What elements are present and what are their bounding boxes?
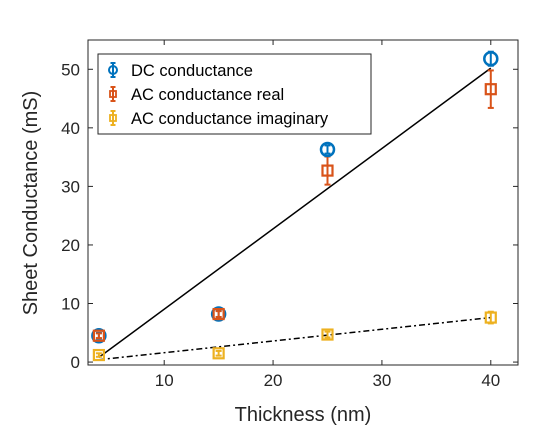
- legend-label-dc: DC conductance: [131, 62, 253, 80]
- y-tick-label: 0: [71, 353, 80, 372]
- legend-label-ac-imaginary: AC conductance imaginary: [131, 110, 329, 128]
- x-tick-label: 20: [264, 371, 283, 390]
- fit-lines: [98, 67, 492, 361]
- data-point-ac-imaginary: [92, 348, 105, 362]
- axes: [87, 39, 519, 366]
- x-axis-title: Thickness (nm): [235, 404, 372, 426]
- tick-labels: 10 20 30 40 0 10 20 30 40 50: [61, 60, 500, 390]
- data-point-dc: [483, 50, 499, 67]
- data-point-dc: [210, 306, 227, 322]
- x-tick-label: 10: [155, 371, 174, 390]
- data-point-ac-imaginary: [321, 328, 334, 341]
- y-tick-label: 10: [61, 295, 80, 314]
- y-tick-label: 50: [61, 60, 80, 79]
- plot-frame: [87, 39, 519, 366]
- legend: DC conductance AC conductance real AC co…: [97, 53, 372, 135]
- legend-marker-ac-imaginary: [109, 114, 117, 122]
- data-point-ac-imaginary: [212, 347, 225, 360]
- x-tick-label: 40: [481, 371, 500, 390]
- data-point-ac-real: [321, 164, 334, 177]
- y-tick-label: 40: [61, 119, 80, 138]
- data-point-dc: [91, 327, 107, 344]
- data-point-ac-real: [92, 329, 105, 342]
- fit-line-solid: [98, 67, 492, 358]
- data-point-ac-imaginary: [484, 311, 497, 324]
- y-axis-title: Sheet Conductance (mS): [20, 91, 42, 316]
- fit-line-dashdot: [98, 316, 491, 361]
- data-point-ac-real: [484, 83, 497, 96]
- y-tick-label: 20: [61, 236, 80, 255]
- legend-marker-ac-real: [109, 90, 117, 98]
- x-tick-label: 30: [372, 371, 391, 390]
- data-point-dc: [319, 141, 336, 158]
- data-point-ac-real: [212, 307, 225, 321]
- legend-marker-dc: [108, 65, 118, 75]
- legend-label-ac-real: AC conductance real: [131, 86, 284, 104]
- legend-box: [97, 53, 372, 135]
- y-tick-label: 30: [61, 177, 80, 196]
- data-markers: [91, 50, 499, 362]
- legend-entries: [108, 62, 118, 126]
